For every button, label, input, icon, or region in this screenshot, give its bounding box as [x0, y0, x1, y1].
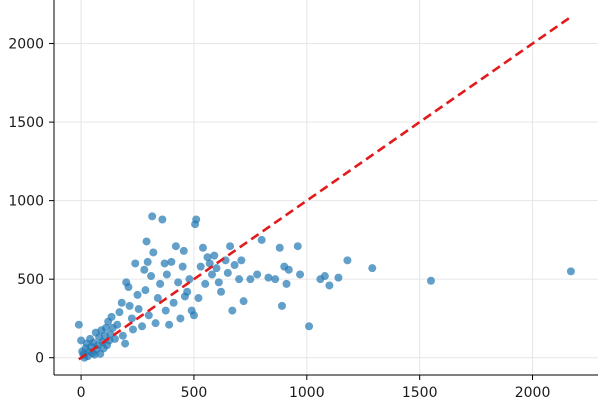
data-point-108: [320, 272, 329, 281]
data-point-113: [426, 276, 435, 285]
data-point-55: [156, 279, 165, 288]
data-point-42: [133, 290, 142, 299]
data-point-93: [239, 297, 248, 306]
data-point-96: [257, 235, 266, 244]
data-point-89: [228, 306, 237, 315]
x-tick-label-500: 500: [181, 385, 208, 401]
data-point-99: [275, 243, 284, 252]
data-point-58: [161, 306, 170, 315]
data-point-23: [101, 323, 110, 332]
data-point-81: [208, 270, 217, 279]
data-point-66: [178, 262, 187, 271]
data-point-41: [131, 259, 140, 268]
data-point-111: [343, 256, 352, 265]
reference-line: [78, 15, 572, 361]
tick-labels: 0 500 1000 1500 2000 0 500 1000 1500 2000: [8, 37, 550, 401]
data-point-84: [214, 278, 223, 287]
data-point-88: [226, 242, 235, 251]
data-point-57: [160, 259, 169, 268]
x-tick-label-1000: 1000: [289, 385, 325, 401]
data-point-30: [110, 334, 119, 343]
data-point-35: [121, 339, 130, 348]
data-point-92: [237, 256, 246, 265]
data-point-77: [198, 243, 207, 252]
data-point-48: [143, 257, 152, 266]
data-point-94: [246, 275, 255, 284]
data-point-0: [74, 320, 83, 329]
data-point-43: [134, 305, 143, 314]
data-point-69: [183, 287, 192, 296]
data-point-70: [185, 275, 194, 284]
data-point-65: [176, 314, 185, 323]
data-point-83: [212, 264, 221, 273]
data-point-54: [153, 294, 162, 303]
data-point-38: [125, 301, 134, 310]
data-point-33: [117, 298, 126, 307]
data-point-103: [284, 265, 293, 274]
data-point-67: [179, 246, 188, 255]
data-point-34: [118, 331, 127, 340]
x-tick-label-2000: 2000: [515, 385, 551, 401]
y-tick-label-1500: 1500: [8, 115, 44, 131]
data-point-74: [192, 215, 201, 224]
data-point-59: [162, 270, 171, 279]
data-point-47: [142, 237, 151, 246]
data-point-102: [282, 279, 291, 288]
data-point-97: [264, 273, 273, 282]
data-point-85: [217, 287, 226, 296]
data-point-79: [203, 253, 212, 262]
data-point-37: [124, 283, 133, 292]
data-point-106: [305, 322, 314, 331]
data-point-98: [271, 275, 280, 284]
data-point-31: [113, 320, 122, 329]
y-tick-label-500: 500: [17, 272, 44, 288]
data-point-62: [169, 298, 178, 307]
data-point-53: [151, 319, 160, 328]
data-point-32: [115, 308, 124, 317]
data-point-72: [189, 311, 198, 320]
y-tick-label-0: 0: [35, 351, 44, 367]
data-point-114: [566, 267, 575, 276]
data-point-91: [235, 275, 244, 284]
data-point-56: [158, 215, 167, 224]
data-point-50: [147, 272, 156, 281]
data-point-60: [165, 320, 174, 329]
data-point-112: [368, 264, 377, 273]
data-point-76: [196, 262, 205, 271]
data-point-40: [129, 325, 137, 334]
data-point-28: [107, 312, 116, 321]
x-tick-label-0: 0: [77, 385, 86, 401]
axes: [53, 0, 598, 376]
data-point-63: [171, 242, 180, 251]
grid-lines: [54, 0, 598, 375]
data-point-87: [223, 268, 232, 277]
data-point-61: [167, 257, 176, 266]
data-point-95: [253, 270, 262, 279]
scatter-points: [74, 212, 575, 362]
data-point-110: [334, 273, 343, 282]
data-point-39: [127, 314, 136, 323]
data-point-52: [149, 248, 158, 257]
reference-line-group: [78, 15, 572, 361]
data-point-100: [277, 301, 286, 310]
data-point-51: [148, 212, 157, 221]
tick-marks: [49, 43, 534, 380]
data-point-64: [174, 278, 183, 287]
data-point-109: [325, 281, 334, 290]
x-tick-label-1500: 1500: [402, 385, 438, 401]
data-point-75: [194, 294, 203, 303]
y-tick-label-2000: 2000: [8, 37, 44, 53]
data-point-78: [201, 279, 210, 288]
data-point-44: [138, 322, 147, 331]
data-point-105: [296, 270, 305, 279]
data-point-90: [230, 261, 239, 270]
data-point-49: [144, 311, 153, 320]
data-point-82: [210, 251, 219, 260]
data-point-45: [140, 265, 149, 274]
data-point-46: [141, 286, 150, 295]
data-point-104: [293, 242, 302, 251]
y-tick-label-1000: 1000: [8, 194, 44, 210]
